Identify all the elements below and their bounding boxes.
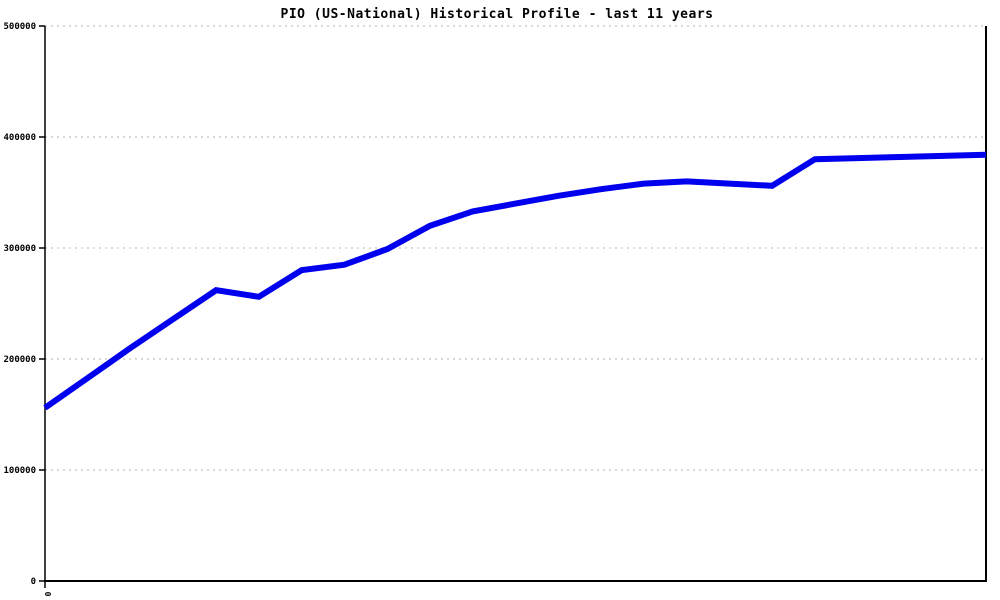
data-line-pio <box>43 151 987 411</box>
tick-label-layer: 0 100000 200000 300000 400000 500000 0 <box>3 22 52 597</box>
axis-layer <box>39 25 987 588</box>
y-tick-label: 400000 <box>3 133 36 143</box>
gridline-layer <box>45 25 986 471</box>
chart-title: PIO (US-National) Historical Profile - l… <box>281 7 714 22</box>
y-tick-label: 0 <box>31 577 36 587</box>
data-series-layer <box>43 151 987 411</box>
y-tick-label: 500000 <box>3 22 36 32</box>
y-tick-label: 200000 <box>3 355 36 365</box>
y-tick-label: 300000 <box>3 244 36 254</box>
y-tick-label: 100000 <box>3 466 36 476</box>
x-tick-label: 0 <box>43 592 52 597</box>
